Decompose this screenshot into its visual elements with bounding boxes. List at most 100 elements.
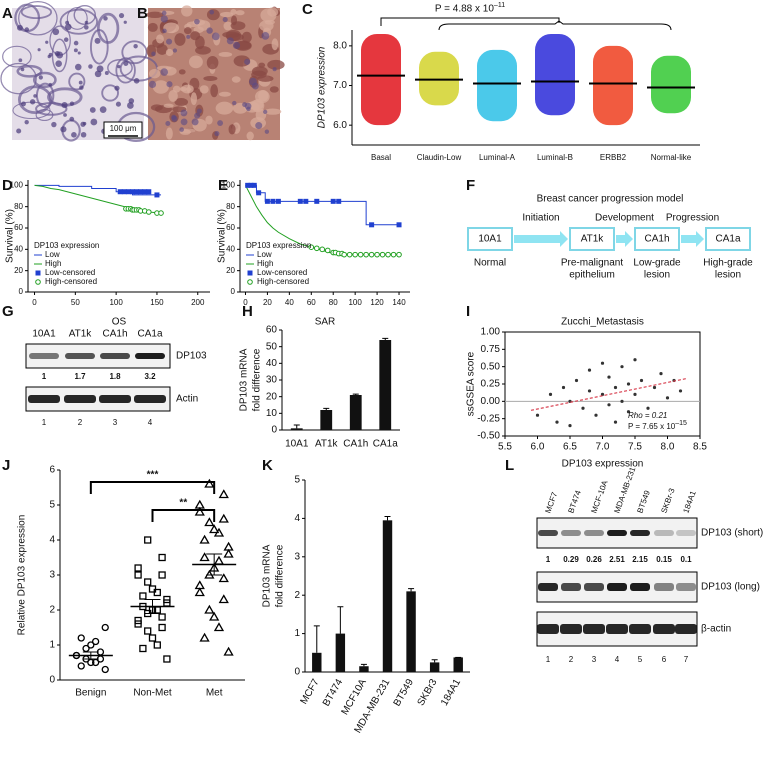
panel-label: K [262, 457, 273, 474]
y-axis-label: Survival (%) [5, 209, 16, 263]
x-axis-label: OS [112, 317, 127, 328]
blot-band [538, 583, 558, 591]
nucleus [17, 24, 23, 31]
x-tick-label: 120 [370, 298, 384, 307]
bar [335, 633, 346, 672]
point [646, 406, 650, 410]
stained-cell [172, 85, 181, 93]
stained-cell [220, 11, 234, 18]
x-tick-label: 7.5 [628, 442, 642, 453]
y-tick-label: 1 [294, 628, 300, 639]
tissue-structure [32, 71, 57, 88]
point [158, 613, 166, 621]
x-axis-label: SAR [315, 317, 336, 328]
transition-label: Progression [666, 213, 719, 224]
legend-label: Low [257, 250, 272, 259]
stained-cell [267, 59, 285, 70]
stained-cell [197, 20, 211, 31]
nucleus [65, 20, 70, 25]
stained-cell [165, 127, 173, 140]
y-tick-label: 100 [222, 180, 236, 189]
fit-line [530, 377, 688, 411]
y-tick-label: 20 [226, 266, 235, 275]
nucleus [18, 58, 23, 63]
nucleus [90, 118, 98, 126]
y-tick-label: 2 [294, 590, 300, 601]
nucleus [21, 101, 26, 107]
point [223, 646, 234, 656]
x-tick-label: CA1h [343, 439, 368, 450]
tissue-structure [18, 85, 53, 114]
nucleus [118, 13, 125, 19]
point [613, 420, 618, 424]
band-quantification: 1.7 [74, 372, 86, 381]
x-tick-label: SKBr3 [416, 677, 440, 708]
x-tick-label: 6.5 [563, 442, 577, 453]
lane-label: 10A1 [32, 329, 56, 340]
stage-node: AT1k [581, 234, 605, 245]
nucleus [77, 51, 81, 55]
x-tick-label: Luminal-B [537, 153, 573, 162]
point [218, 573, 229, 583]
y-tick-label: 0.75 [481, 344, 501, 355]
error-bar [384, 515, 391, 521]
lane-number: 3 [592, 655, 597, 664]
nucleus [20, 67, 25, 72]
transition-label: Initiation [522, 213, 559, 224]
bar [312, 652, 322, 672]
nucleus [75, 63, 82, 71]
value-range [361, 33, 401, 126]
censored-marker [248, 182, 254, 188]
point [101, 623, 109, 632]
point [204, 478, 215, 488]
x-tick-label: 100 [348, 298, 362, 307]
y-tick-label: 0.50 [481, 361, 501, 372]
y-tick-label: 0.25 [481, 379, 501, 390]
point [620, 365, 624, 369]
y-tick-label: 1 [49, 640, 55, 651]
censored-marker [245, 182, 251, 188]
lane-number: 2 [569, 655, 574, 664]
stained-cell [271, 38, 279, 51]
y-tick-label: 4 [294, 513, 300, 524]
stained-cell [215, 101, 234, 115]
y-tick-label: 30 [266, 375, 278, 386]
x-tick-label: ERBB2 [600, 153, 627, 162]
stained-cell [146, 11, 164, 19]
x-tick-label: 0 [32, 298, 37, 307]
panel-label: L [505, 457, 514, 474]
point [158, 571, 166, 579]
point [574, 378, 579, 383]
point [144, 627, 152, 635]
bar [320, 410, 333, 430]
nucleus [48, 52, 53, 57]
point [163, 595, 171, 604]
x-tick-label: 5.5 [498, 442, 512, 453]
transition-arrow [514, 231, 568, 247]
stained-cell [190, 31, 201, 41]
y-tick-label: 60 [14, 223, 23, 232]
nucleus [117, 64, 121, 69]
stained-cell [230, 15, 238, 26]
nucleus [38, 75, 43, 80]
point [535, 413, 540, 417]
point [139, 644, 147, 653]
panel-label: I [466, 303, 470, 320]
tissue-structure [16, 64, 43, 78]
nucleus [103, 16, 108, 21]
blot-band [29, 353, 59, 359]
x-tick-label: 40 [285, 298, 294, 307]
nucleus [261, 31, 270, 40]
stage-description: Normal [474, 258, 506, 269]
tissue-structure [96, 12, 120, 44]
stained-cell [147, 22, 158, 32]
tissue-structure [35, 82, 55, 109]
tissue-structure [20, 5, 53, 20]
nucleus [55, 60, 62, 68]
band-quantification: 1.8 [109, 372, 121, 381]
point [639, 378, 644, 383]
tissue-structure [35, 108, 54, 122]
legend-label: High [45, 259, 61, 268]
y-tick-label: 80 [14, 202, 23, 211]
x-tick-label: 6.0 [531, 442, 545, 453]
